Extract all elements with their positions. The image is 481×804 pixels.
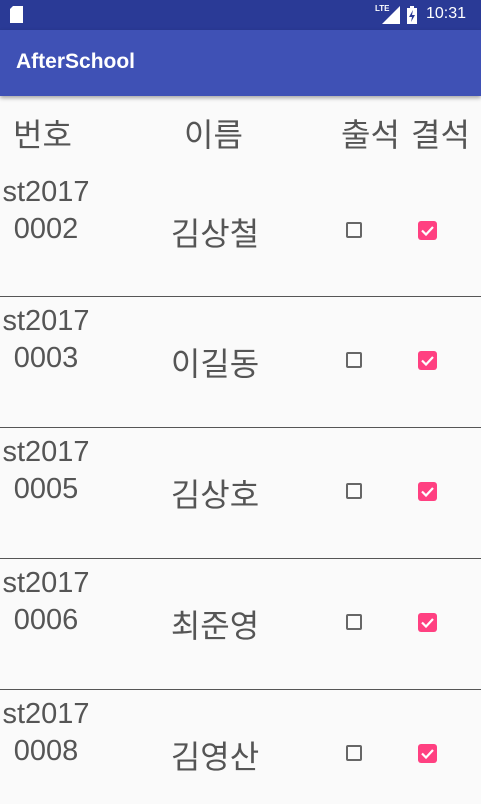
table-row: st20170003 이길동 bbox=[0, 297, 481, 428]
signal-icon bbox=[382, 6, 400, 24]
student-name: 최준영 bbox=[170, 607, 260, 645]
table-row: st20170008 김영산 bbox=[0, 690, 481, 804]
student-name: 김상호 bbox=[170, 476, 260, 514]
student-name: 김상철 bbox=[170, 215, 260, 253]
absent-checkbox[interactable] bbox=[418, 744, 437, 763]
table-row: st20170002 김상철 bbox=[0, 168, 481, 297]
attend-checkbox[interactable] bbox=[346, 745, 362, 761]
student-id: st20170005 bbox=[2, 436, 90, 505]
check-icon bbox=[421, 356, 434, 367]
absent-checkbox[interactable] bbox=[418, 221, 437, 240]
student-id: st20170008 bbox=[2, 698, 90, 767]
absent-checkbox[interactable] bbox=[418, 482, 437, 501]
check-icon bbox=[421, 618, 434, 629]
check-icon bbox=[421, 487, 434, 498]
app-title: AfterSchool bbox=[16, 50, 136, 73]
table-row: st20170005 김상호 bbox=[0, 428, 481, 559]
absent-checkbox[interactable] bbox=[418, 351, 437, 370]
header-absent: 결석 bbox=[411, 116, 470, 154]
student-name: 이길동 bbox=[170, 345, 260, 383]
student-id: st20170006 bbox=[2, 567, 90, 636]
status-bar: LTE 10:31 bbox=[0, 0, 481, 30]
student-list: st20170002 김상철 st20170003 이길동 st20170005… bbox=[0, 168, 481, 804]
battery-charging-icon bbox=[407, 6, 417, 24]
attend-checkbox[interactable] bbox=[346, 483, 362, 499]
app-bar: AfterSchool bbox=[0, 30, 481, 96]
header-attend: 출석 bbox=[341, 116, 400, 154]
table-header: 번호 이름 출석 결석 bbox=[0, 96, 481, 168]
sd-card-icon bbox=[10, 6, 23, 23]
attend-checkbox[interactable] bbox=[346, 352, 362, 368]
check-icon bbox=[421, 226, 434, 237]
network-type-label: LTE bbox=[375, 4, 390, 13]
header-number: 번호 bbox=[13, 116, 72, 154]
student-name: 김영산 bbox=[170, 738, 260, 776]
table-row: st20170006 최준영 bbox=[0, 559, 481, 690]
absent-checkbox[interactable] bbox=[418, 613, 437, 632]
check-icon bbox=[421, 749, 434, 760]
header-name: 이름 bbox=[184, 116, 243, 154]
student-id: st20170002 bbox=[2, 176, 90, 245]
attend-checkbox[interactable] bbox=[346, 614, 362, 630]
clock: 10:31 bbox=[426, 5, 467, 22]
attend-checkbox[interactable] bbox=[346, 222, 362, 238]
student-id: st20170003 bbox=[2, 305, 90, 374]
